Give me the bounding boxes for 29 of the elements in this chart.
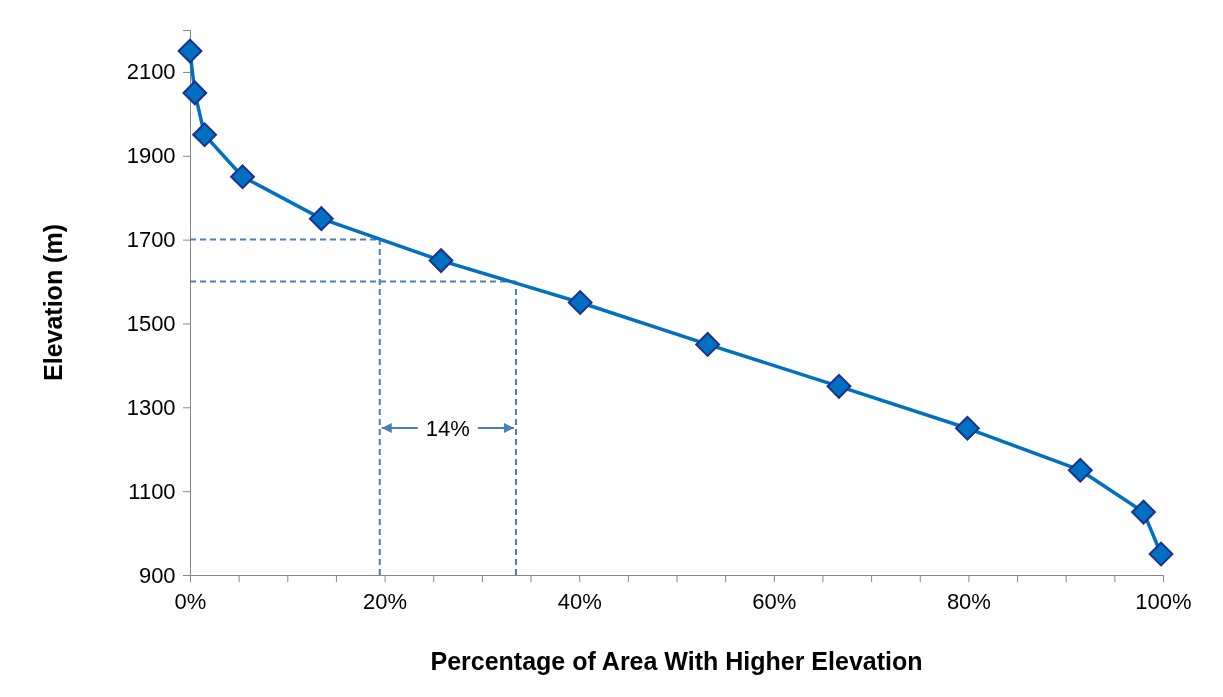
point bbox=[182, 80, 208, 106]
point bbox=[955, 415, 980, 441]
y-tick-label: 1500 bbox=[126, 311, 176, 336]
x-tick-label: 100% bbox=[1135, 589, 1192, 615]
point bbox=[308, 206, 334, 232]
point bbox=[192, 122, 217, 148]
point bbox=[826, 373, 852, 399]
y-tick-label: 1700 bbox=[126, 227, 176, 253]
x-tick-label: 20% bbox=[363, 589, 408, 615]
y-tick-label: 1100 bbox=[128, 478, 176, 504]
x-tick-label: 80% bbox=[946, 589, 991, 615]
point bbox=[1067, 457, 1093, 483]
point bbox=[428, 248, 454, 273]
point bbox=[230, 164, 255, 190]
point bbox=[567, 290, 593, 315]
x-tick-label: 40% bbox=[557, 589, 602, 615]
x-tick-label: 60% bbox=[752, 589, 797, 615]
y-tick-label: 1900 bbox=[126, 143, 176, 169]
point bbox=[1148, 541, 1174, 567]
point bbox=[695, 332, 721, 357]
point bbox=[177, 38, 203, 64]
x-tick-label: 0% bbox=[174, 589, 207, 615]
y-tick-label: 900 bbox=[138, 562, 176, 588]
annotation: 14% bbox=[425, 415, 470, 441]
x-axis-title: Percentage of Area With Higher Elevation bbox=[430, 647, 923, 675]
point bbox=[1131, 499, 1156, 525]
y-tick-label: 1300 bbox=[126, 394, 176, 420]
y-axis-title: Elevation (m) bbox=[39, 224, 67, 381]
y-tick-label: 2100 bbox=[126, 59, 176, 85]
